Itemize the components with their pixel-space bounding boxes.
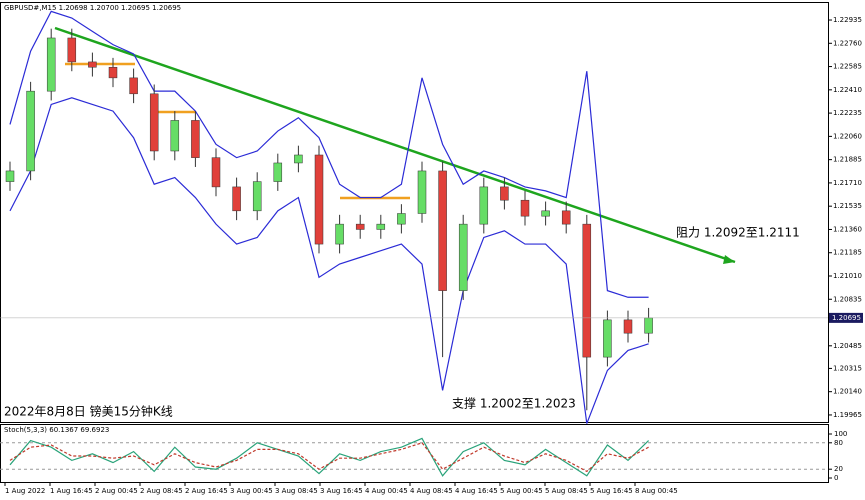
current-price: 1.20695 <box>832 314 861 322</box>
y-tick-label: 1.21535 <box>833 202 862 210</box>
candle-body <box>541 210 550 217</box>
candle-body <box>191 120 200 158</box>
price-box <box>829 312 863 323</box>
x-tick-label: 2 Aug 16:45 <box>185 487 228 495</box>
x-tick-label: 5 Aug 16:45 <box>590 487 633 495</box>
price-panel <box>0 2 829 423</box>
x-tick-label: 2 Aug 00:45 <box>95 487 138 495</box>
x-tick-label: 3 Aug 00:45 <box>230 487 273 495</box>
band-lower <box>9 97 649 424</box>
y-tick-label: 1.21360 <box>833 225 862 233</box>
candle-body <box>355 223 365 230</box>
candle-body <box>108 66 118 79</box>
candle-body <box>294 154 303 164</box>
trend-line <box>54 26 736 264</box>
candle-body <box>376 223 386 230</box>
candle-body <box>314 154 324 245</box>
stoch-main <box>9 437 650 477</box>
candle-body <box>170 120 180 152</box>
x-tick-label: 1 Aug 16:45 <box>50 487 93 495</box>
x-tick-label: 2 Aug 08:45 <box>140 487 183 495</box>
candle-body <box>561 210 571 225</box>
x-tick-label: 8 Aug 00:45 <box>635 487 678 495</box>
y-tick-label: 1.22060 <box>833 132 862 140</box>
x-tick-label: 1 Aug 2022 <box>5 487 45 495</box>
x-tick-label: 5 Aug 08:45 <box>545 487 588 495</box>
header: GBPUSD#,M15 1.20698 1.20700 1.20695 1.20… <box>4 4 181 12</box>
candle-body <box>623 319 633 334</box>
x-tick-label: 5 Aug 00:45 <box>500 487 543 495</box>
y-tick-label: 1.22235 <box>833 109 862 117</box>
stoch-panel <box>0 424 829 483</box>
x-tick-label: 4 Aug 16:45 <box>455 487 498 495</box>
candle-body <box>67 37 77 63</box>
candle-body <box>129 77 138 95</box>
candle-body <box>335 223 344 245</box>
candle-body <box>500 186 509 201</box>
caption: 2022年8月8日 镑美15分钟K线 <box>4 404 173 419</box>
y-tick-label: 1.20315 <box>833 364 862 372</box>
stoch-title: Stoch(5,3,3) 60.1367 69.6923 <box>4 426 109 434</box>
candle-body <box>252 181 262 212</box>
stoch-tick-label: 0 <box>834 474 838 482</box>
candle-body <box>479 186 489 225</box>
x-tick-label: 3 Aug 16:45 <box>320 487 363 495</box>
candle-body <box>417 170 427 214</box>
candle-body <box>232 186 241 212</box>
y-tick-label: 1.20140 <box>833 388 862 396</box>
x-tick-label: 4 Aug 00:45 <box>365 487 408 495</box>
band-upper <box>9 10 649 298</box>
candle-body <box>149 93 159 152</box>
candle-body <box>438 170 447 291</box>
candle-body <box>520 199 530 217</box>
arrow-head <box>723 255 735 264</box>
candle-body <box>397 213 406 225</box>
candle-body <box>644 317 653 334</box>
candle-body <box>211 157 221 188</box>
candle-body <box>603 319 612 358</box>
y-tick-label: 1.22760 <box>833 39 862 47</box>
y-tick-label: 1.20835 <box>833 295 862 303</box>
stoch-tick-label: 20 <box>834 465 843 473</box>
stoch-tick-label: 80 <box>834 439 843 447</box>
candle-body <box>458 223 468 291</box>
y-tick-label: 1.21885 <box>833 156 862 164</box>
y-tick-label: 1.21710 <box>833 179 862 187</box>
resistance-note: 阻力 1.2092至1.2111 <box>676 226 800 240</box>
candle-body <box>46 37 56 92</box>
stoch-signal <box>9 442 649 473</box>
candle-body <box>26 90 35 172</box>
y-tick-label: 1.22410 <box>833 86 862 94</box>
y-tick-label: 1.22935 <box>833 16 862 24</box>
candle-body <box>5 170 15 182</box>
y-tick-label: 1.20485 <box>833 342 862 350</box>
candle-body <box>582 223 592 358</box>
y-tick-label: 1.22585 <box>833 63 862 71</box>
stoch-tick-label: 100 <box>834 430 847 438</box>
candle-body <box>273 162 283 182</box>
y-tick-label: 1.21185 <box>833 249 862 257</box>
y-tick-label: 1.19965 <box>833 411 862 419</box>
x-tick-label: 3 Aug 08:45 <box>275 487 318 495</box>
x-tick-label: 4 Aug 08:45 <box>410 487 453 495</box>
candle-body <box>88 61 97 68</box>
y-tick-label: 1.21010 <box>833 272 862 280</box>
support-note: 支撑 1.2002至1.2023 <box>452 396 576 411</box>
